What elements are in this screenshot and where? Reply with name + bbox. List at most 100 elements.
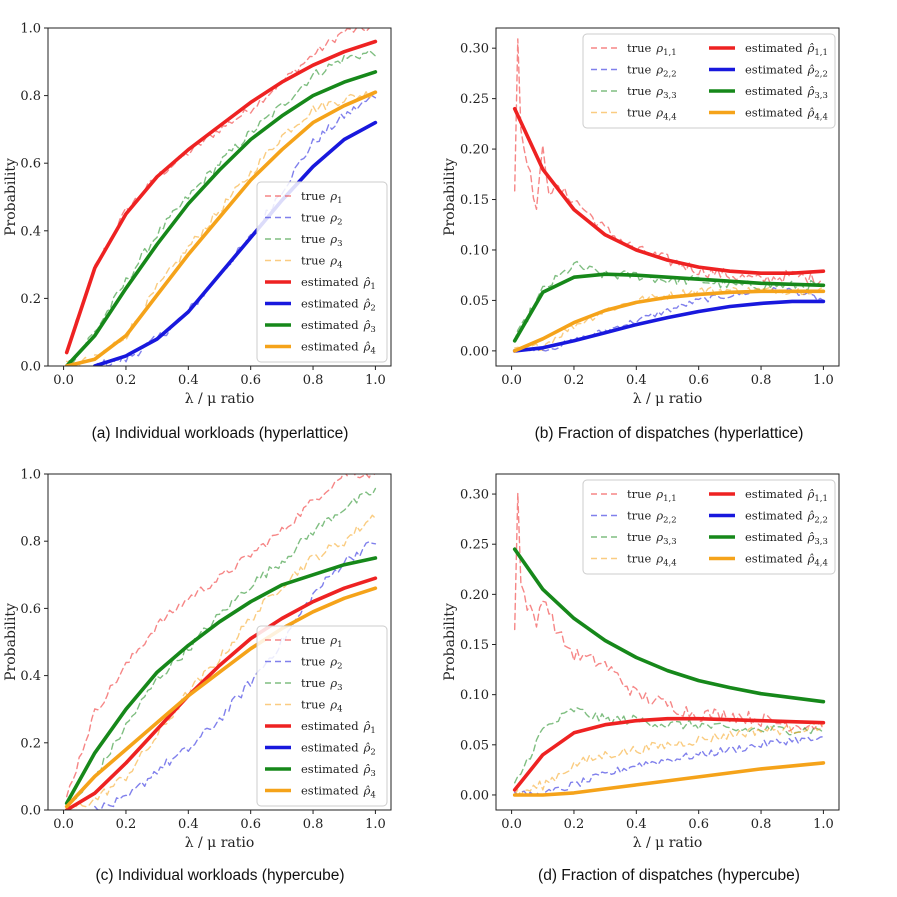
legend-label-part: 3,3 [663, 91, 677, 101]
legend-label: true ρ1,1 [627, 41, 677, 58]
y-tick-label: 0.20 [460, 588, 489, 603]
y-tick-label: 0.05 [460, 294, 489, 309]
x-tick-label: 0.4 [626, 817, 647, 832]
legend-label-part: ρ [329, 211, 337, 225]
legend-entry: estimated ρ̂3,3 [709, 84, 828, 101]
legend-label-part: ρ̂ [807, 63, 815, 77]
y-tick-label: 0.05 [460, 738, 489, 753]
legend-label-part: ρ̂ [807, 530, 815, 544]
legend: true ρ 1,1 true ρ2,2 true ρ3,3 true ρ4,4 estimate… [582, 479, 836, 575]
legend-label-part: estimated [745, 487, 803, 501]
y-tick-label: 0.25 [460, 538, 489, 553]
legend-label-part: ρ [329, 676, 337, 690]
series-line-estimated-3 [64, 556, 378, 806]
x-tick-label: 0.8 [751, 817, 772, 832]
legend-label-part: ρ [329, 655, 337, 669]
legend-label-part: 4 [370, 347, 375, 357]
legend-label: true ρ4,4 [627, 552, 677, 569]
y-tick-label: 0.15 [460, 638, 489, 653]
x-axis-label: λ / μ ratio [185, 391, 255, 407]
legend-label-part: 1 [370, 282, 375, 292]
legend-label-part: 3 [337, 683, 342, 693]
figure-caption: (c) Individual workloads (hypercube) [96, 867, 345, 884]
legend-entry: true ρ3,3 [591, 84, 677, 101]
legend-label-part: estimated [301, 784, 359, 798]
legend-label-part: 4,4 [663, 559, 677, 569]
legend-label: estimated ρ̂4,4 [745, 106, 828, 123]
legend-label-part: estimated [301, 719, 359, 733]
legend-entry: true ρ2,2 [591, 509, 677, 526]
legend-label-part: 1,1 [814, 48, 828, 58]
legend-box [582, 479, 836, 575]
x-tick-label: 0.6 [240, 817, 261, 832]
legend-label: estimated ρ̂3 [301, 318, 376, 335]
y-tick-label: 0.15 [460, 193, 489, 208]
legend-label-part: true [627, 530, 652, 544]
legend-label: estimated ρ̂1 [301, 719, 376, 736]
y-tick-label: 0.0 [20, 360, 41, 375]
legend-label-part: ρ̂ [807, 552, 815, 566]
plot-area [512, 492, 826, 797]
legend-label: true ρ3,3 [627, 530, 677, 547]
series-line-estimated-4-4 [512, 761, 826, 797]
y-axis-label: Probability [442, 603, 458, 681]
legend-label-part: true [301, 211, 326, 225]
legend-entry: estimated ρ̂1,1 [709, 487, 828, 504]
legend-entry: estimated ρ̂4,4 [709, 106, 828, 123]
y-axis-label: Probability [3, 603, 19, 681]
y-tick-label: 0.30 [460, 42, 489, 57]
legend-label: true ρ3 [301, 676, 343, 693]
y-tick-label: 0.8 [20, 89, 41, 104]
legend-label: estimated ρ̂4 [301, 784, 376, 801]
legend-label: true ρ1 [301, 633, 343, 650]
legend-label-part: 2,2 [663, 516, 677, 526]
x-axis-label: λ / μ ratio [633, 835, 703, 851]
y-tick-label: 0.2 [20, 736, 41, 751]
legend-label-part: estimated [745, 530, 803, 544]
x-tick-label: 0.2 [564, 373, 585, 388]
legend-label-part: estimated [745, 509, 803, 523]
x-tick-label: 0.0 [53, 817, 74, 832]
legend-label: estimated ρ̂4,4 [745, 552, 828, 569]
y-tick-label: 0.2 [20, 292, 41, 307]
legend-label-part: ρ̂ [363, 762, 371, 776]
legend-entry: estimated ρ̂2,2 [709, 63, 828, 80]
legend-label: true ρ4 [301, 254, 343, 271]
legend-label-part: 2 [337, 662, 342, 672]
legend-label-part: ρ̂ [807, 509, 815, 523]
series-line-true-1 [66, 474, 377, 798]
y-tick-label: 0.10 [460, 243, 489, 258]
y-axis-label: Probability [442, 158, 458, 236]
legend-label-part: 2,2 [663, 70, 677, 80]
figure-caption: (a) Individual workloads (hyperlattice) [92, 425, 349, 442]
series-line-estimated-2-2 [512, 299, 826, 353]
x-axis-label: λ / μ ratio [633, 391, 703, 407]
series-line-estimated-4 [64, 586, 378, 809]
y-tick-label: 0.00 [460, 344, 489, 359]
legend-label-part: estimated [301, 318, 359, 332]
legend-label-part: true [627, 63, 652, 77]
legend-box [256, 625, 388, 807]
legend-label-part: ρ [655, 530, 663, 544]
series-line-true-2-2 [514, 736, 825, 796]
legend-label-part: true [301, 676, 326, 690]
figure-caption: (b) Fraction of dispatches (hyperlattice… [535, 425, 804, 442]
legend-entry: true ρ4,4 [591, 552, 677, 569]
legend-entry: true ρ2 [265, 655, 343, 672]
legend-label-part: estimated [745, 41, 803, 55]
legend-label-part: 1,1 [663, 48, 677, 58]
legend-entry: true ρ4,4 [591, 106, 677, 123]
legend-label-part: ρ̂ [807, 84, 815, 98]
legend-label-part: 1,1 [814, 494, 828, 504]
series-line-estimated-3-3 [512, 272, 826, 343]
legend-label-part: 2 [337, 218, 342, 228]
legend-entry: true ρ3 [265, 232, 343, 249]
y-tick-label: 0.30 [460, 488, 489, 503]
axes-frame [47, 473, 392, 811]
series-line-estimated-4 [64, 90, 378, 366]
legend-label-part: ρ̂ [363, 318, 371, 332]
y-tick-label: 0.00 [460, 788, 489, 803]
